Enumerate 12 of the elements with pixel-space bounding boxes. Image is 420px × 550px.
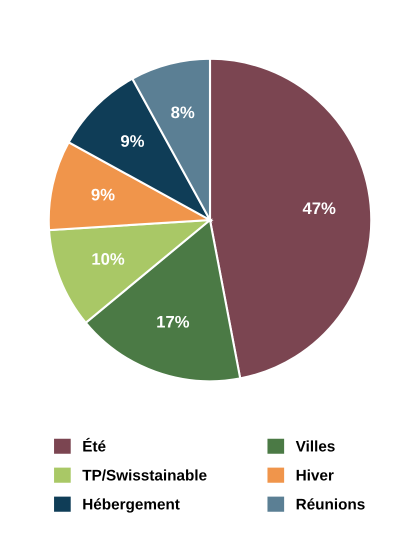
data-label: 10% <box>92 253 124 265</box>
legend-label: Réunions <box>296 498 365 510</box>
data-label: 9% <box>92 188 115 201</box>
legend-label: Hébergement <box>83 498 180 513</box>
data-label: 9% <box>120 135 144 147</box>
data-label: 47% <box>302 202 336 214</box>
legend-label: Villes <box>296 440 335 452</box>
legend-label: Hiver <box>296 469 334 481</box>
legend-label: TP/Swisstainable <box>82 469 207 481</box>
data-label: 17% <box>157 316 190 328</box>
legend-label: Été <box>83 438 106 452</box>
data-label: 8% <box>171 106 194 118</box>
